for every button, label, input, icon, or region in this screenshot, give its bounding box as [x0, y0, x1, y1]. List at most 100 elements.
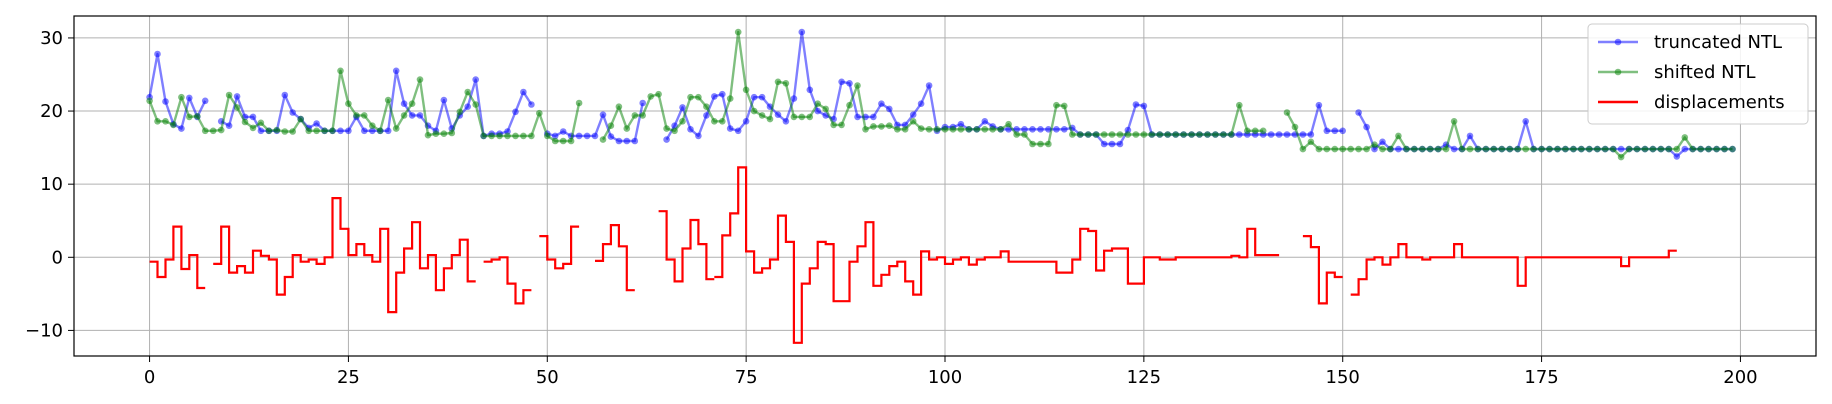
data-point	[909, 118, 917, 125]
y-tick-label: 20	[40, 101, 63, 122]
data-point	[1355, 109, 1362, 116]
data-point	[703, 103, 710, 110]
data-point	[376, 127, 384, 135]
data-point	[1490, 145, 1498, 153]
data-point	[687, 126, 694, 133]
data-point	[1045, 140, 1052, 148]
x-tick-label: 75	[735, 367, 758, 388]
data-point	[623, 137, 631, 145]
data-point	[878, 123, 885, 130]
data-point	[655, 90, 662, 98]
data-point	[1466, 132, 1474, 140]
data-point	[766, 115, 774, 123]
data-point	[1076, 131, 1084, 138]
data-point	[1601, 145, 1609, 153]
data-point	[289, 109, 297, 116]
step-segment	[539, 225, 580, 270]
data-point	[798, 113, 806, 121]
data-point	[1140, 102, 1148, 110]
x-tick-label: 150	[1326, 367, 1360, 388]
data-point	[1379, 145, 1386, 153]
data-point	[870, 113, 877, 121]
data-point	[878, 100, 885, 107]
data-point	[472, 76, 480, 83]
data-point	[1299, 131, 1307, 138]
data-point	[925, 126, 933, 133]
data-point	[313, 127, 320, 135]
data-point	[1371, 141, 1378, 148]
legend-label: truncated NTL	[1654, 32, 1782, 53]
data-point	[591, 132, 599, 140]
data-point	[1244, 127, 1251, 135]
data-point	[679, 104, 686, 111]
data-point	[1458, 145, 1466, 153]
data-point	[949, 126, 957, 133]
data-point	[1379, 138, 1386, 146]
data-point	[170, 121, 177, 129]
data-point	[512, 108, 519, 116]
data-point	[846, 80, 853, 87]
legend: truncated NTL shifted NTL displacements	[1587, 23, 1809, 125]
y-tick-label: 10	[40, 174, 63, 195]
data-point	[965, 126, 973, 133]
x-tick-label: 125	[1127, 367, 1161, 388]
data-point	[504, 132, 511, 140]
data-point	[233, 104, 241, 111]
data-point	[1061, 126, 1068, 133]
data-point	[1259, 127, 1267, 135]
data-point	[432, 130, 440, 137]
data-point	[1617, 145, 1625, 153]
data-point	[1132, 131, 1140, 138]
data-point	[1450, 145, 1458, 153]
data-point	[1681, 145, 1689, 153]
data-point	[154, 118, 161, 125]
data-point	[782, 118, 790, 125]
data-point	[814, 100, 821, 107]
data-point	[1522, 145, 1529, 153]
data-point	[201, 97, 209, 105]
data-point	[233, 93, 241, 100]
data-point	[1037, 126, 1044, 133]
data-point	[711, 93, 718, 100]
data-point	[639, 99, 646, 107]
data-point	[1053, 101, 1060, 109]
data-point	[1291, 123, 1299, 131]
data-point	[933, 126, 941, 133]
data-point	[989, 126, 996, 133]
data-point	[1641, 145, 1649, 153]
data-point	[846, 101, 853, 109]
data-point	[750, 107, 758, 115]
data-point	[1236, 101, 1243, 109]
data-point	[1331, 127, 1339, 135]
data-point	[679, 118, 686, 125]
data-point	[1665, 145, 1673, 153]
data-point	[1267, 131, 1275, 138]
data-point	[1339, 127, 1346, 135]
data-point	[957, 120, 965, 128]
data-point	[448, 129, 456, 137]
data-point	[623, 125, 631, 132]
data-point	[1554, 145, 1561, 153]
data-point	[575, 99, 583, 107]
data-point	[361, 112, 368, 119]
data-point	[321, 127, 328, 135]
data-point	[1617, 153, 1625, 161]
legend-item: shifted NTL	[1598, 62, 1756, 83]
y-tick-label: 30	[40, 28, 63, 49]
data-point	[1092, 131, 1100, 138]
data-point	[838, 121, 845, 129]
axes: 0 25 50 75 100 125 150 175 200 −10 0 10 20 30	[25, 28, 1758, 388]
data-point	[1069, 131, 1076, 138]
data-point	[1283, 131, 1291, 138]
step-segment	[1302, 235, 1343, 305]
data-point	[798, 28, 806, 36]
data-point	[814, 107, 821, 115]
data-point	[281, 128, 289, 135]
data-point	[154, 50, 161, 58]
data-point	[178, 93, 185, 101]
data-point	[862, 126, 869, 133]
data-point	[726, 125, 734, 132]
data-point	[559, 128, 567, 135]
data-point	[1196, 131, 1203, 138]
